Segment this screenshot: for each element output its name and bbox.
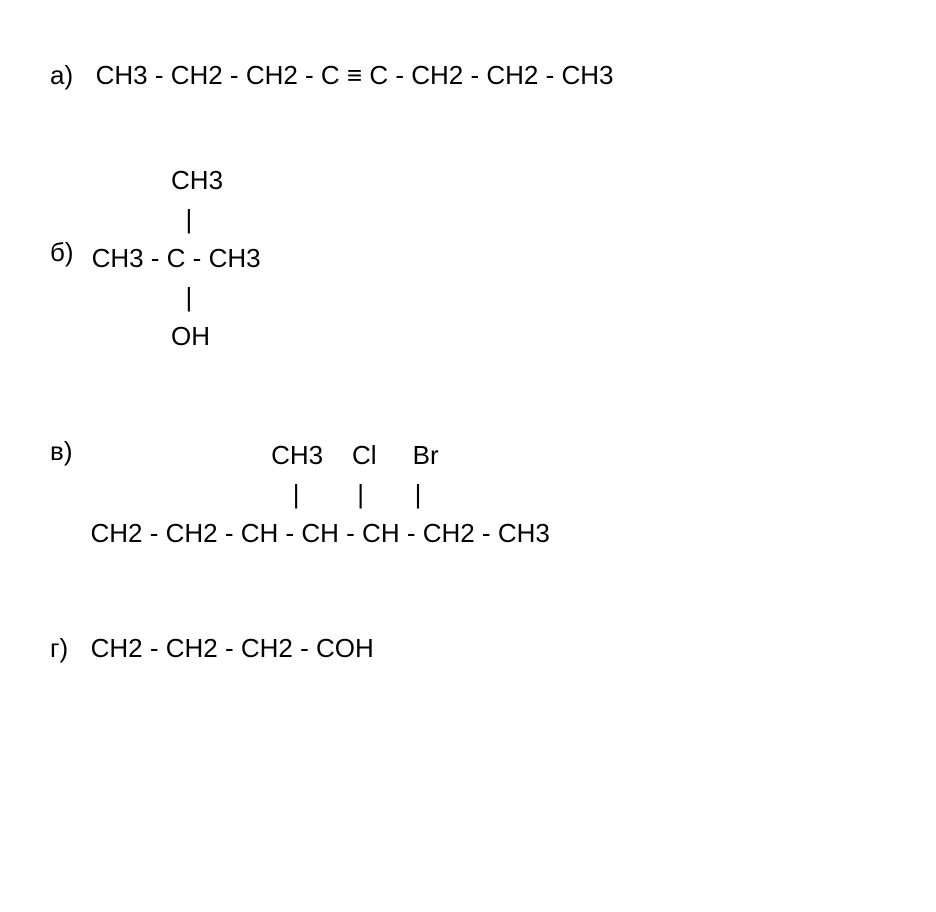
formula-a-label: а) [50, 60, 73, 91]
formula-g-text: CH2 - CH2 - CH2 - COH [91, 633, 374, 664]
formula-a: а) CH3 - CH2 - CH2 - C ≡ C - CH2 - CH2 -… [50, 60, 886, 91]
formula-g-label: г) [50, 633, 68, 664]
formula-b-row-3: | [92, 278, 261, 317]
formula-v-row-0: CH3 Cl Br [90, 436, 549, 475]
formula-b-row-2: CH3 - C - CH3 [92, 239, 261, 278]
formula-v: в) CH3 Cl Br | | | CH2 - CH2 - CH - CH -… [50, 436, 886, 553]
formula-g: г) CH2 - CH2 - CH2 - COH [50, 633, 886, 664]
formula-v-row-2: CH2 - CH2 - CH - CH - CH - CH2 - CH3 [90, 514, 549, 553]
formula-b-row-1: | [92, 200, 261, 239]
formula-v-row-1: | | | [90, 475, 549, 514]
formula-a-text: CH3 - CH2 - CH2 - C ≡ C - CH2 - CH2 - CH… [96, 60, 614, 91]
formula-v-label: в) [50, 436, 72, 467]
formula-v-structure: CH3 Cl Br | | | CH2 - CH2 - CH - CH - CH… [90, 436, 549, 553]
formula-b-row-0: CH3 [92, 161, 261, 200]
formula-b-structure: CH3 | CH3 - C - CH3 | OH [92, 161, 261, 356]
formula-b: б) CH3 | CH3 - C - CH3 | OH [50, 161, 886, 356]
formula-b-label: б) [50, 237, 74, 268]
formula-b-row-4: OH [92, 317, 261, 356]
